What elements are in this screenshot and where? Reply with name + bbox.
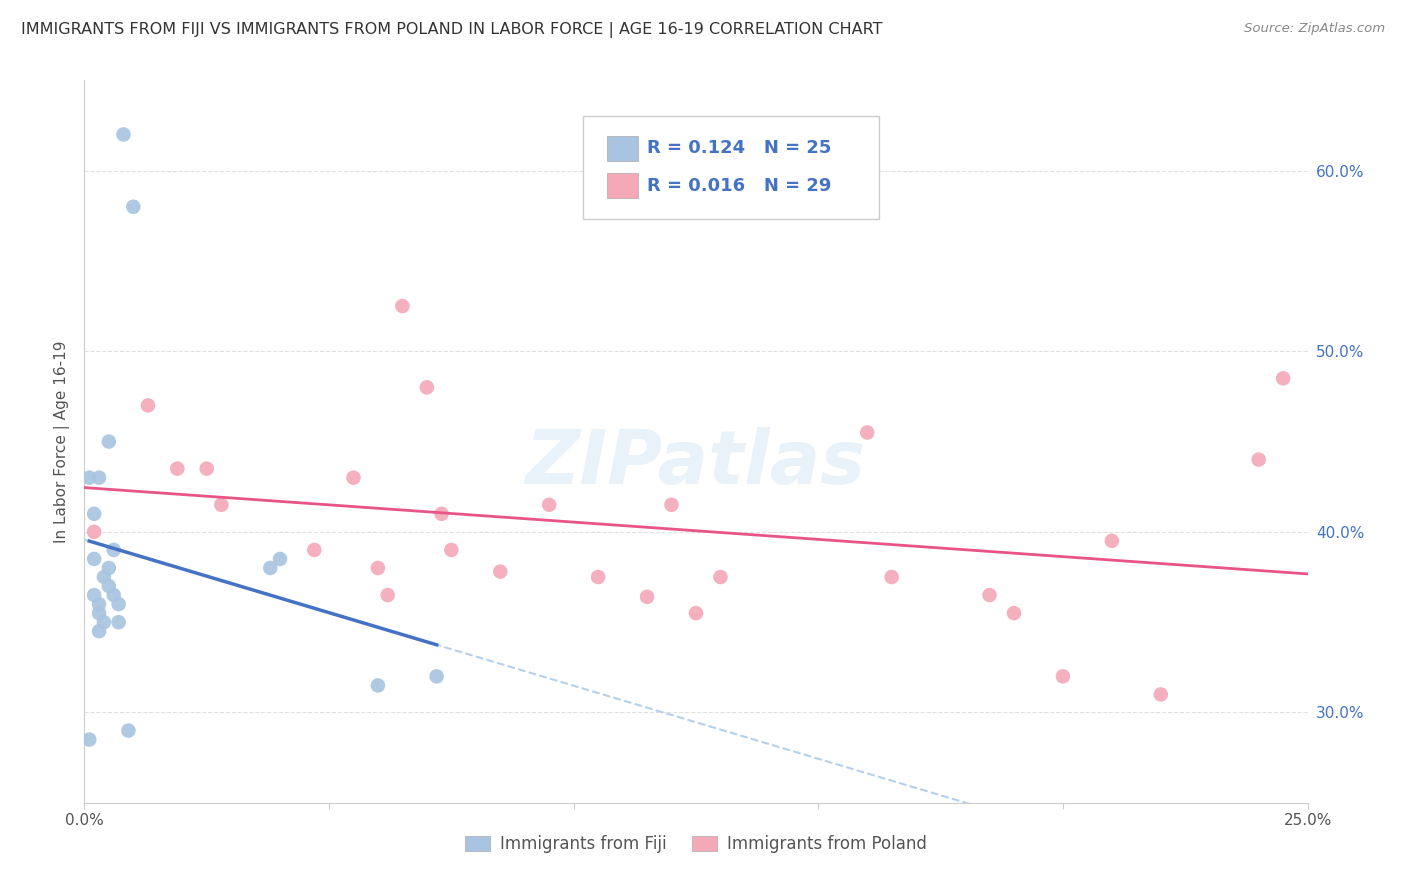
Point — [304, 542, 326, 557]
Point — [103, 542, 125, 557]
Point — [1052, 669, 1074, 683]
Point — [709, 570, 731, 584]
Text: R = 0.016   N = 29: R = 0.016 N = 29 — [647, 177, 831, 194]
Point — [87, 606, 110, 620]
Point — [586, 570, 609, 584]
Point — [426, 669, 449, 683]
Point — [122, 200, 145, 214]
Point — [112, 128, 135, 142]
Point — [97, 434, 120, 449]
Point — [83, 588, 105, 602]
Point — [440, 542, 463, 557]
Point — [97, 579, 120, 593]
Point — [1272, 371, 1295, 385]
Point — [83, 507, 105, 521]
Point — [87, 471, 110, 485]
Point — [538, 498, 561, 512]
Point — [856, 425, 879, 440]
Text: Source: ZipAtlas.com: Source: ZipAtlas.com — [1244, 22, 1385, 36]
Point — [117, 723, 139, 738]
Point — [87, 597, 110, 611]
Point — [209, 498, 232, 512]
Point — [391, 299, 413, 313]
Text: R = 0.124   N = 25: R = 0.124 N = 25 — [647, 139, 831, 157]
Point — [136, 398, 159, 412]
Text: IMMIGRANTS FROM FIJI VS IMMIGRANTS FROM POLAND IN LABOR FORCE | AGE 16-19 CORREL: IMMIGRANTS FROM FIJI VS IMMIGRANTS FROM … — [21, 22, 883, 38]
Point — [367, 561, 389, 575]
Point — [77, 732, 100, 747]
Point — [367, 678, 389, 692]
Point — [103, 588, 125, 602]
Point — [377, 588, 399, 602]
Point — [661, 498, 683, 512]
Point — [259, 561, 281, 575]
Point — [93, 570, 115, 584]
Point — [1247, 452, 1270, 467]
Text: ZIPatlas: ZIPatlas — [526, 426, 866, 500]
Point — [880, 570, 903, 584]
Point — [979, 588, 1001, 602]
Point — [342, 471, 364, 485]
Point — [1002, 606, 1025, 620]
Point — [83, 524, 105, 539]
Point — [489, 565, 512, 579]
Point — [107, 597, 129, 611]
Legend: Immigrants from Fiji, Immigrants from Poland: Immigrants from Fiji, Immigrants from Po… — [458, 828, 934, 860]
Point — [93, 615, 115, 630]
Point — [195, 461, 218, 475]
Point — [107, 615, 129, 630]
Y-axis label: In Labor Force | Age 16-19: In Labor Force | Age 16-19 — [55, 340, 70, 543]
Point — [77, 471, 100, 485]
Point — [1150, 687, 1173, 701]
Point — [83, 552, 105, 566]
Point — [87, 624, 110, 639]
Point — [416, 380, 439, 394]
Point — [1101, 533, 1123, 548]
Point — [269, 552, 291, 566]
Point — [430, 507, 453, 521]
Point — [97, 561, 120, 575]
Point — [166, 461, 188, 475]
Point — [636, 590, 658, 604]
Point — [685, 606, 707, 620]
